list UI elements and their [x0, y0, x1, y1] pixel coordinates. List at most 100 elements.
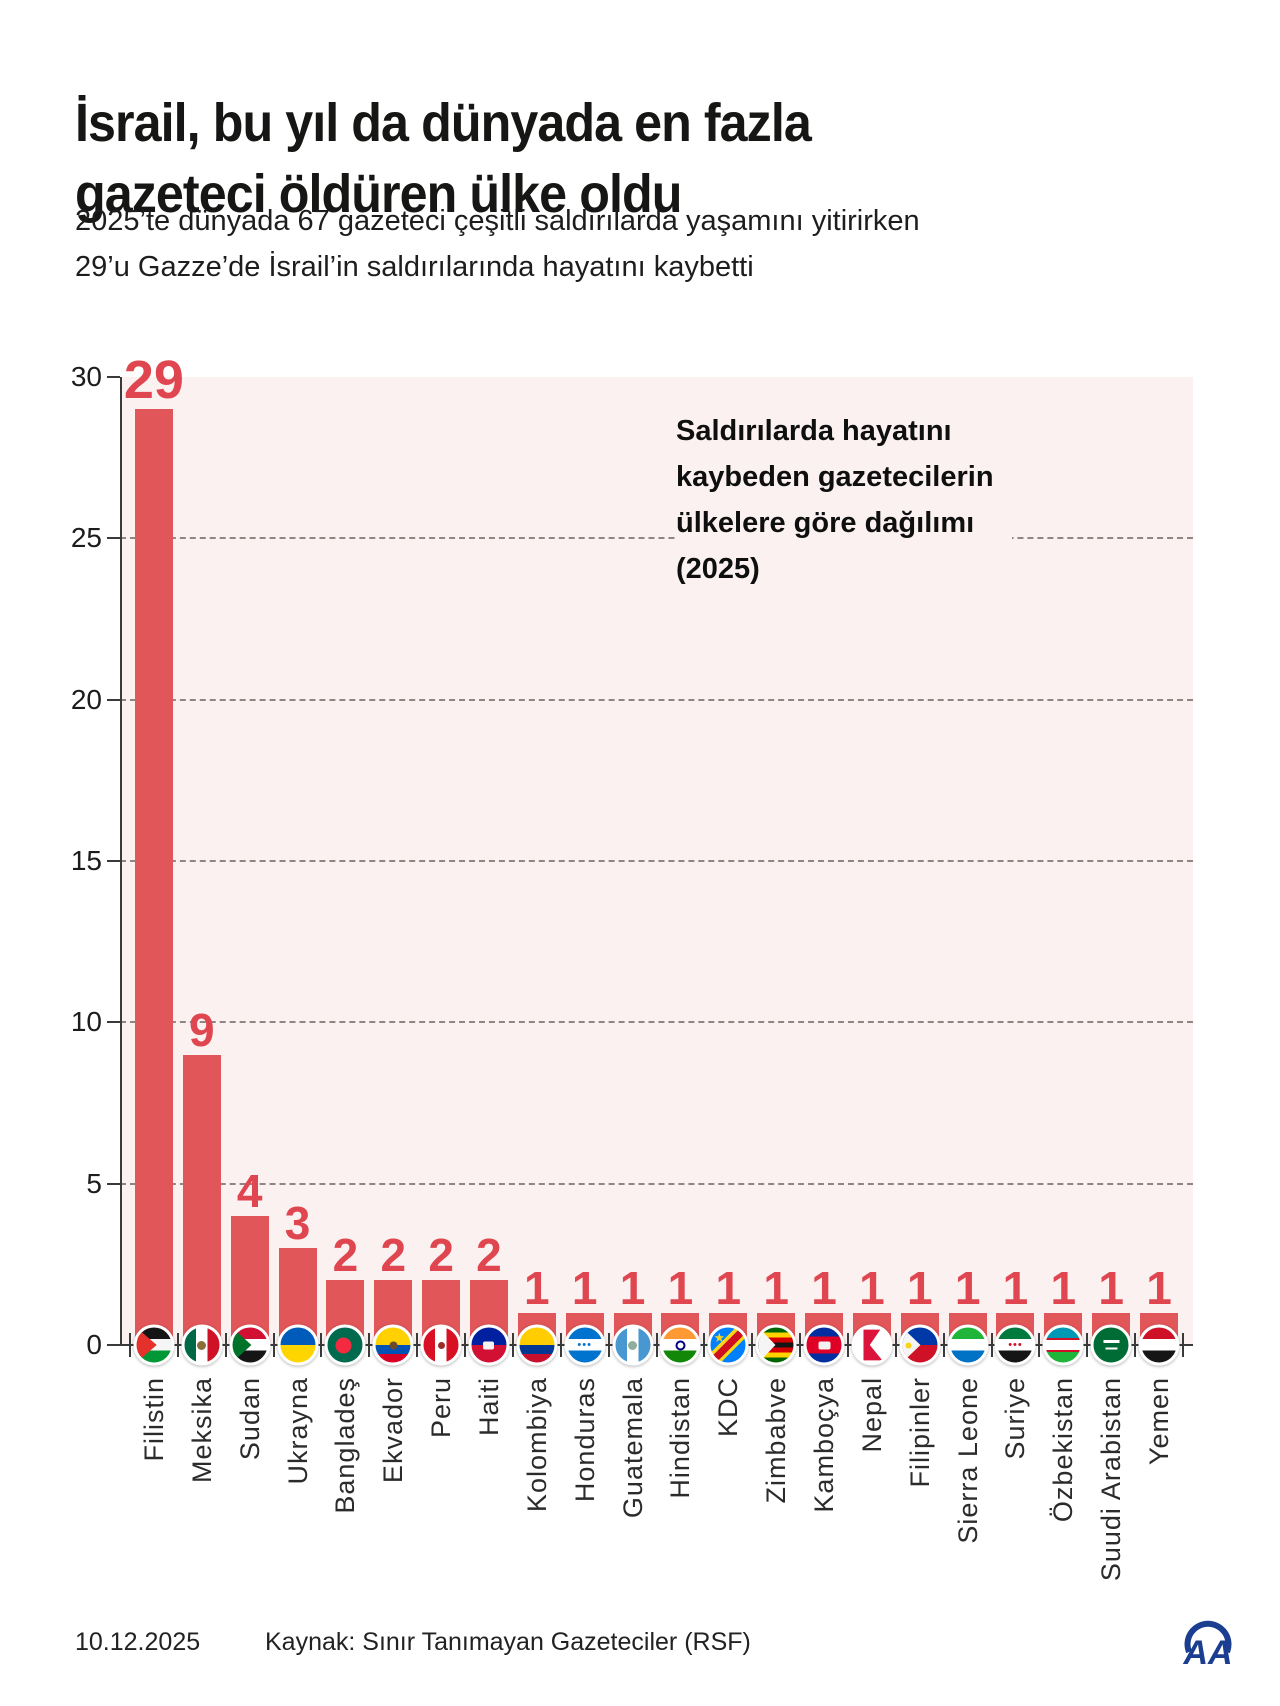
gridline	[120, 698, 1193, 701]
footer-source: Kaynak: Sınır Tanımayan Gazeteciler (RSF…	[265, 1628, 751, 1656]
flag-triangle	[136, 1327, 157, 1363]
subtitle-line-2: 29’u Gazze’de İsrail’in saldırılarında h…	[75, 251, 754, 283]
x-axis-category-label: Filipinler	[905, 1377, 935, 1493]
x-axis-tick	[368, 1333, 371, 1357]
x-axis-category-label: Meksika	[187, 1377, 217, 1488]
flag-nepal-icon	[851, 1324, 893, 1366]
flag-zimbabwe-icon	[755, 1324, 797, 1366]
flag-emblem	[389, 1341, 398, 1349]
x-axis-category-label: Kolombiya	[522, 1377, 552, 1517]
title-line-1: İsrail, bu yıl da dünyada en fazla	[75, 93, 812, 154]
gridline	[120, 860, 1193, 862]
x-axis-category-label-text: Ukrayna	[282, 1377, 313, 1485]
y-axis-tick-label: 15	[70, 845, 102, 876]
value-label: 1	[571, 1261, 598, 1314]
flag-saudi-arabia-icon	[1090, 1324, 1132, 1366]
x-axis-tick	[942, 1333, 945, 1357]
x-axis-tick	[1182, 1333, 1184, 1357]
aa-agency-logo-icon: AA	[1182, 1620, 1233, 1672]
x-axis-category-label: Ekvador	[378, 1377, 408, 1488]
value-label: 1	[524, 1261, 550, 1314]
x-axis-tick	[320, 1333, 323, 1357]
bar	[134, 409, 173, 1345]
flag-emblem	[197, 1340, 207, 1350]
x-axis-category-label-text: Filipinler	[904, 1377, 935, 1488]
x-axis-tick	[799, 1333, 802, 1357]
value-label: 1	[763, 1261, 789, 1314]
logo-letters: AA	[1182, 1634, 1232, 1672]
title-line-2: gazeteci öldüren ülke oldu	[75, 164, 682, 225]
y-axis-tick-label: 10	[70, 1006, 102, 1038]
flag-emblem: •••	[577, 1338, 592, 1351]
y-axis-tick-label: 20	[70, 683, 102, 715]
x-axis-tick	[894, 1333, 897, 1357]
value-label: 2	[380, 1229, 407, 1282]
value-label: 1	[1002, 1261, 1029, 1314]
flag-emblem	[818, 1341, 831, 1349]
x-axis-tick	[751, 1333, 754, 1357]
x-axis-category-label-text: Honduras	[569, 1377, 600, 1503]
x-axis-category-label: Filistin	[139, 1377, 169, 1467]
flag-peru-icon	[420, 1324, 462, 1366]
x-axis-tick	[176, 1333, 179, 1357]
flag-emblem	[905, 1342, 912, 1348]
y-axis-tick	[107, 1182, 120, 1185]
x-axis-category-label: Bangladeş	[330, 1377, 360, 1519]
y-axis-tick-label: 25	[70, 522, 102, 554]
x-axis-category-label-text: Bangladeş	[330, 1377, 361, 1514]
flag-dr-congo-icon: ★	[707, 1324, 749, 1366]
x-axis-category-label: Zimbabve	[761, 1377, 791, 1509]
x-axis-tick	[416, 1333, 419, 1357]
flag-bangladesh-icon	[324, 1324, 366, 1366]
value-label: 1	[1098, 1261, 1124, 1314]
x-axis-category-label: Sierra Leone	[953, 1377, 983, 1549]
flag-palestine-icon	[133, 1324, 175, 1366]
y-axis-tick	[107, 860, 120, 862]
value-label: 1	[811, 1261, 837, 1314]
flag-ukraine-icon	[277, 1324, 319, 1366]
x-axis-tick	[846, 1333, 849, 1357]
value-label: 9	[188, 1003, 215, 1056]
y-axis-tick	[107, 1021, 120, 1024]
flag-philippines-icon	[899, 1324, 941, 1366]
gridline	[120, 1182, 1193, 1185]
flag-uzbekistan-icon	[1042, 1324, 1084, 1366]
value-label: 2	[428, 1229, 454, 1282]
x-axis-tick	[1134, 1333, 1137, 1357]
x-axis-category-label-text: Guatemala	[617, 1377, 648, 1519]
value-label: 1	[1146, 1261, 1172, 1314]
x-axis-tick	[559, 1333, 562, 1357]
x-axis-tick	[607, 1333, 610, 1357]
x-axis-category-label: Hindistan	[665, 1377, 695, 1504]
value-label: 1	[954, 1261, 981, 1314]
flag-mexico-icon	[181, 1324, 223, 1366]
flag-emblem	[1105, 1347, 1118, 1349]
flag-colombia-icon	[516, 1324, 558, 1366]
flag-sierra-leone-icon	[947, 1324, 989, 1366]
value-label: 1	[667, 1261, 694, 1314]
x-axis-category-label: Ukrayna	[283, 1377, 313, 1490]
x-axis-category-label: Suudi Arabistan	[1096, 1377, 1126, 1586]
x-axis-category-label: Sudan	[235, 1377, 265, 1465]
x-axis-category-label-text: Kolombiya	[521, 1377, 552, 1513]
flag-syria-icon: •••	[994, 1324, 1036, 1366]
x-axis-category-label: Suriye	[1000, 1377, 1030, 1465]
x-axis-category-label-text: Meksika	[186, 1377, 217, 1484]
value-label: 2	[476, 1229, 502, 1282]
x-axis-category-label-text: Suudi Arabistan	[1096, 1377, 1127, 1582]
flag-honduras-icon: •••	[564, 1324, 606, 1366]
y-axis-tick	[107, 698, 120, 701]
flag-star-emblem: ★	[713, 1329, 726, 1345]
y-axis-tick	[107, 1344, 120, 1346]
value-label: 29	[123, 350, 184, 411]
x-axis-category-label-text: KDC	[713, 1377, 744, 1438]
x-axis-category-label: Özbekistan	[1048, 1377, 1078, 1527]
x-axis-tick	[990, 1333, 993, 1357]
value-label: 2	[332, 1229, 359, 1282]
value-label: 3	[284, 1197, 311, 1250]
flag-sudan-icon	[229, 1324, 271, 1366]
page-subtitle: 2025’te dünyada 67 gazeteci çeşitli sald…	[75, 198, 920, 290]
x-axis-category-label: Honduras	[570, 1377, 600, 1507]
x-axis-tick	[464, 1333, 467, 1357]
flag-emblem	[483, 1341, 495, 1349]
